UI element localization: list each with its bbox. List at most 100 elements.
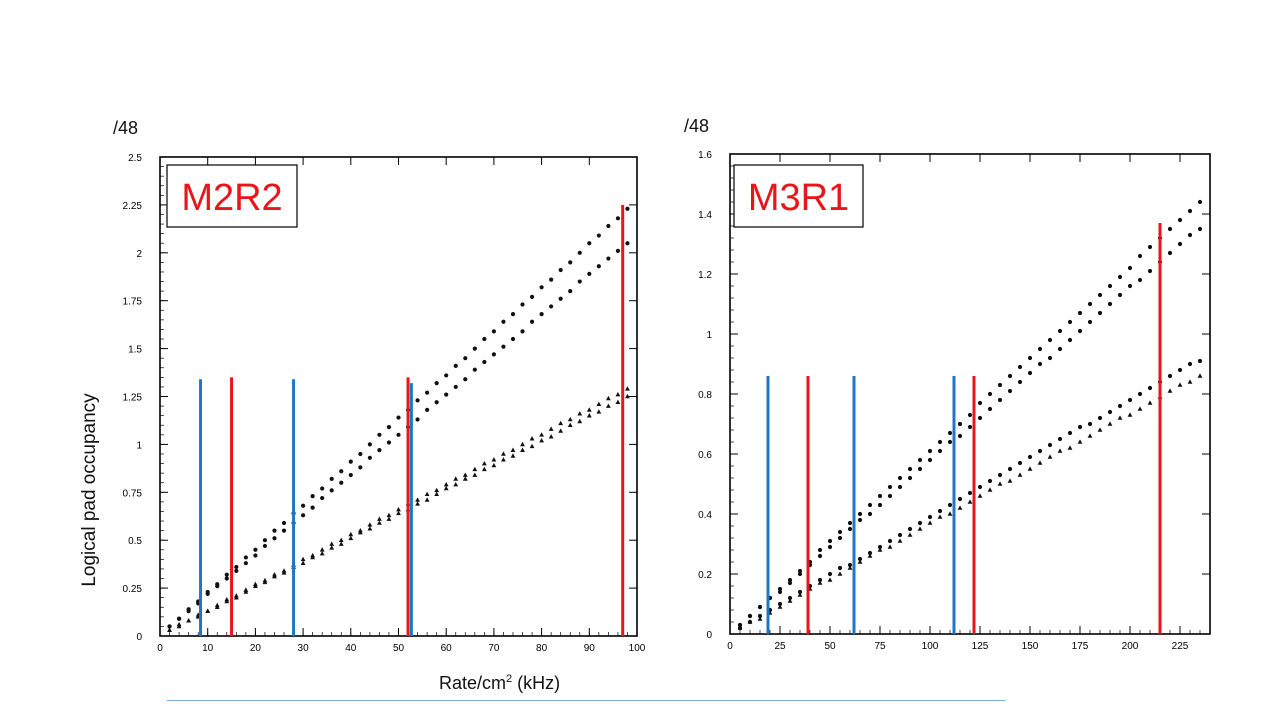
data-point: [1017, 460, 1023, 466]
data-point-triangle: [1167, 388, 1173, 393]
data-point-triangle: [281, 570, 287, 575]
data-point: [339, 469, 344, 474]
data-point: [957, 433, 963, 439]
data-point: [857, 511, 863, 517]
data-point-triangle: [615, 391, 621, 397]
data-point-triangle: [539, 437, 544, 443]
data-point: [1097, 415, 1103, 421]
data-point: [415, 398, 420, 403]
data-point: [1177, 217, 1183, 223]
plot-m3r1: 0 0.2 0.4 0.6 0.8 1 1.2 1.4 1.6 0 25 50 75 100 125 150 1…: [698, 150, 1211, 652]
data-point: [1117, 274, 1123, 280]
data-point: [917, 466, 923, 472]
data-point: [887, 493, 893, 499]
data-point: [272, 536, 277, 541]
data-point-triangle: [357, 529, 363, 535]
data-point-triangle: [510, 453, 516, 458]
data-point-triangle: [501, 457, 506, 462]
data-point-triangle: [434, 491, 440, 497]
data-point: [1077, 424, 1083, 430]
data-point: [997, 397, 1003, 403]
data-point-triangle: [1107, 421, 1113, 426]
y-tick-label: 1: [706, 330, 712, 341]
data-point-triangle: [443, 482, 449, 487]
chart-title: M2R2: [181, 177, 282, 219]
data-point-triangle: [947, 511, 953, 516]
data-point: [977, 415, 983, 421]
data-point-triangle: [586, 407, 592, 412]
data-point-triangle: [386, 512, 392, 518]
data-point: [867, 511, 873, 517]
data-point: [1087, 301, 1093, 307]
data-point: [310, 505, 315, 510]
data-point: [867, 550, 873, 556]
data-point: [847, 526, 853, 532]
data-point-triangle: [625, 393, 630, 399]
data-point-triangle: [205, 608, 211, 613]
data-point-triangle: [329, 541, 335, 546]
x-tick-label: 225: [1172, 641, 1189, 652]
data-point-triangle: [596, 401, 602, 406]
data-point: [529, 319, 535, 324]
y-tick-label: 0.5: [128, 536, 142, 547]
data-point: [281, 520, 287, 526]
data-point: [367, 455, 372, 460]
x-tick-label: 10: [202, 643, 214, 654]
data-point-triangle: [338, 541, 344, 546]
data-point: [1107, 409, 1113, 415]
data-point: [1147, 385, 1153, 391]
y-tick-label: 2.25: [123, 201, 143, 212]
data-point: [453, 384, 458, 390]
data-point-triangle: [396, 506, 401, 512]
data-point: [396, 415, 401, 420]
data-point: [425, 407, 430, 413]
data-point: [1097, 310, 1103, 316]
data-point-triangle: [847, 565, 853, 570]
data-point: [1137, 277, 1143, 283]
data-point: [463, 356, 468, 361]
data-point: [977, 400, 983, 406]
data-point-triangle: [877, 547, 883, 552]
data-point-triangle: [957, 505, 963, 510]
data-point-triangle: [491, 457, 497, 462]
data-point-triangle: [1007, 478, 1013, 483]
data-point: [1137, 391, 1143, 397]
data-point-triangle: [501, 451, 506, 456]
y-tick-label: 0.25: [123, 584, 143, 595]
data-point: [329, 476, 334, 481]
data-point: [253, 553, 258, 558]
data-point-triangle: [424, 497, 430, 502]
x-tick-label: 0: [157, 643, 163, 654]
data-point: [987, 478, 993, 484]
series-1: [167, 241, 630, 629]
data-point: [558, 296, 563, 301]
data-point: [817, 553, 823, 559]
data-point: [520, 302, 525, 307]
data-point-triangle: [577, 418, 583, 424]
x-tick-label: 175: [1072, 641, 1089, 652]
data-point-triangle: [558, 420, 564, 426]
data-point-triangle: [1197, 373, 1203, 378]
data-point-triangle: [747, 619, 753, 624]
data-point: [1127, 397, 1133, 403]
data-point: [482, 336, 487, 342]
data-point: [1107, 301, 1113, 307]
data-point: [253, 547, 258, 552]
data-point-triangle: [377, 516, 382, 521]
data-point: [549, 277, 554, 282]
data-point: [262, 538, 268, 543]
data-point-triangle: [827, 577, 833, 582]
data-point: [510, 336, 516, 342]
y-tick-label: 1.4: [698, 210, 712, 221]
data-point: [1177, 367, 1183, 373]
data-point-triangle: [338, 537, 344, 542]
data-point: [272, 528, 277, 533]
data-point-triangle: [186, 618, 192, 623]
data-point: [234, 564, 239, 570]
y-tick-label: 1.2: [698, 270, 712, 281]
data-point: [472, 346, 477, 351]
data-point: [887, 538, 893, 544]
data-point-triangle: [1117, 415, 1123, 420]
x-tick-label: 90: [584, 643, 596, 654]
data-point-triangle: [787, 598, 793, 603]
